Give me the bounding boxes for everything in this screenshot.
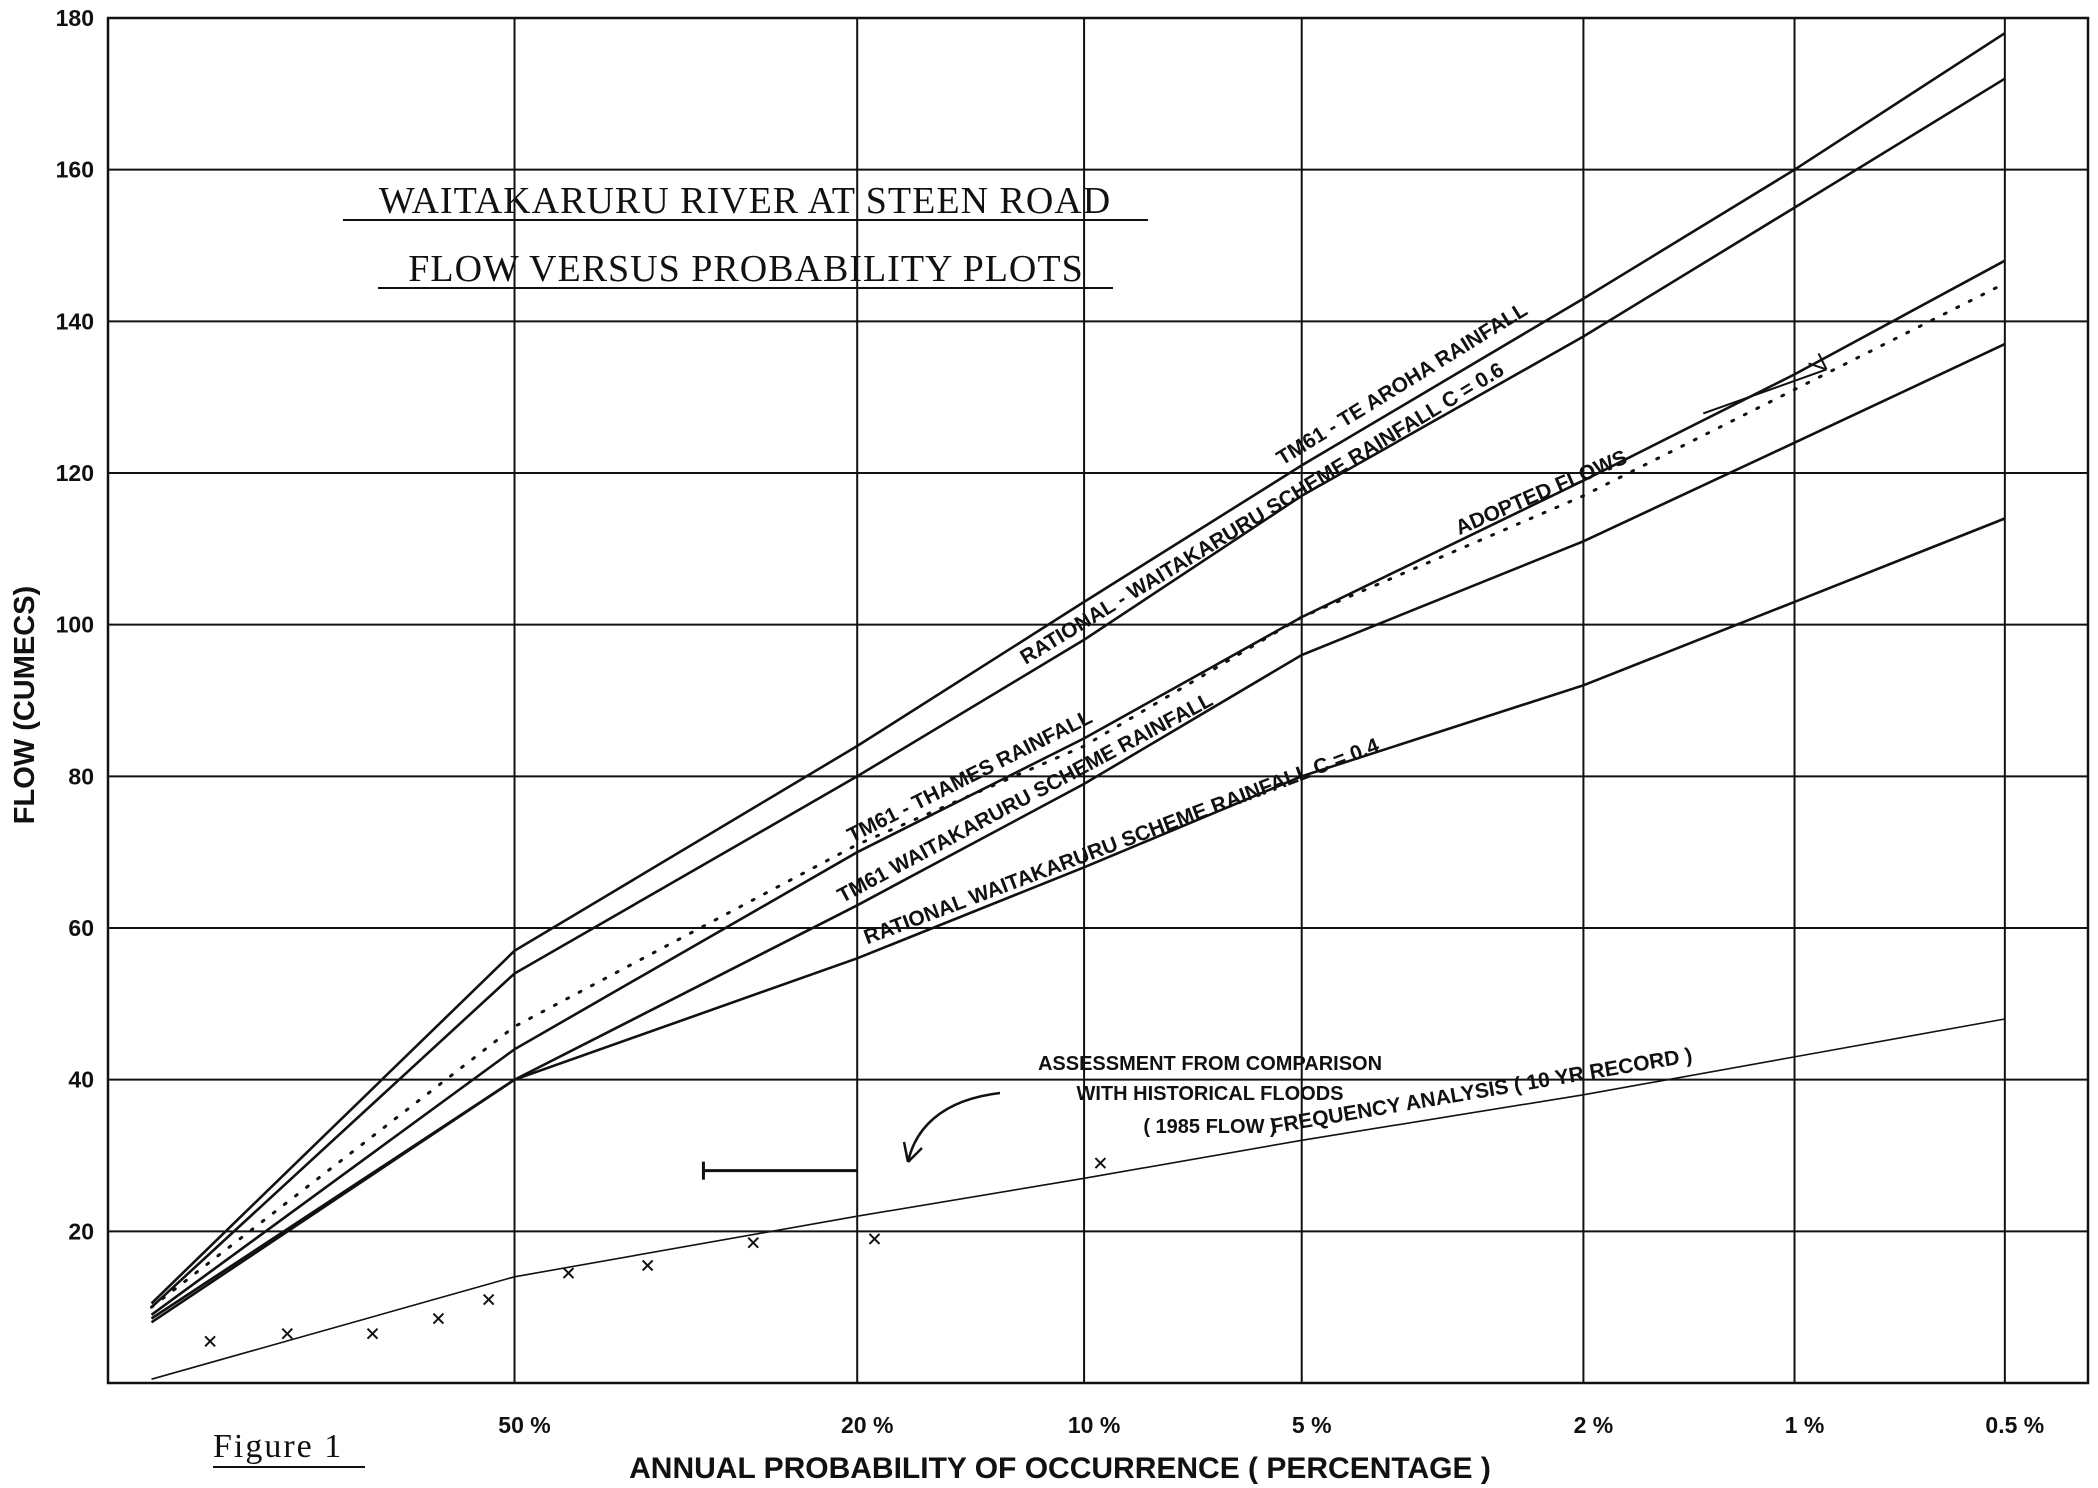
- adopted-flows-arrowhead: [1808, 352, 1828, 371]
- series-line-1: [150, 32, 2006, 1305]
- assessment-note-line-3: ( 1985 FLOW ): [1143, 1116, 1276, 1138]
- y-tick-label: 40: [68, 1067, 94, 1093]
- observation-marker: [747, 1237, 759, 1249]
- series-label-4: ADOPTED FLOWS: [1452, 446, 1630, 540]
- assessment-arrowhead: [902, 1141, 923, 1163]
- observation-marker: [204, 1335, 216, 1347]
- series-line-4: [150, 281, 2007, 1309]
- y-axis-title: FLOW (CUMECS): [9, 586, 41, 824]
- y-tick-label: 180: [56, 5, 94, 31]
- y-tick-label: 80: [68, 763, 94, 789]
- y-tick-label: 20: [68, 1218, 94, 1244]
- x-tick-label: 50 %: [498, 1412, 550, 1438]
- observation-marker: [1094, 1157, 1107, 1169]
- y-tick-label: 60: [68, 915, 94, 941]
- observation-marker: [562, 1267, 575, 1279]
- x-axis-title: ANNUAL PROBABILITY OF OCCURRENCE ( PERCE…: [629, 1452, 1491, 1485]
- assessment-note-line-2: WITH HISTORICAL FLOODS: [1076, 1083, 1343, 1105]
- chart-subtitle: FLOW VERSUS PROBABILITY PLOTS: [408, 248, 1083, 290]
- y-tick-label: 140: [56, 308, 94, 334]
- series-label-2: RATIONAL - WAITAKARURU SCHEME RAINFALL C…: [1016, 358, 1508, 669]
- observation-marker: [641, 1259, 654, 1272]
- observation-marker: [432, 1312, 445, 1325]
- observation-marker: [366, 1328, 379, 1340]
- observation-markers: [204, 1157, 1107, 1347]
- adopted-flows-arrow: [1702, 368, 1827, 415]
- assessment-arrow: [906, 1091, 1001, 1163]
- x-tick-label: 1 %: [1785, 1412, 1825, 1438]
- series-line-3: [150, 259, 2006, 1316]
- annotations: ASSESSMENT FROM COMPARISON WITH HISTORICA…: [701, 1053, 1382, 1180]
- x-tick-label: 5 %: [1292, 1412, 1332, 1438]
- observation-marker: [868, 1233, 881, 1245]
- chart-title: WAITAKARURU RIVER AT STEEN ROAD: [379, 180, 1111, 222]
- observation-marker: [281, 1328, 293, 1340]
- series-line-5: [150, 342, 2006, 1320]
- x-tick-label: 2 %: [1574, 1412, 1614, 1438]
- figure-label: Figure 1: [213, 1428, 343, 1465]
- y-tick-label: 160: [56, 157, 94, 183]
- y-tick-label: 100: [56, 612, 94, 638]
- x-tick-label: 0.5 %: [1985, 1412, 2044, 1438]
- y-tick-label: 120: [56, 460, 94, 486]
- x-tick-label: 10 %: [1068, 1412, 1120, 1438]
- observation-marker: [482, 1293, 495, 1306]
- series-line-6: [150, 517, 2006, 1324]
- series-line-7: [151, 1018, 2005, 1380]
- x-tick-label: 20 %: [841, 1412, 893, 1438]
- series-line-2: [150, 77, 2006, 1309]
- plot-frame: [106, 16, 2090, 1385]
- assessment-note-line-1: ASSESSMENT FROM COMPARISON: [1038, 1053, 1382, 1075]
